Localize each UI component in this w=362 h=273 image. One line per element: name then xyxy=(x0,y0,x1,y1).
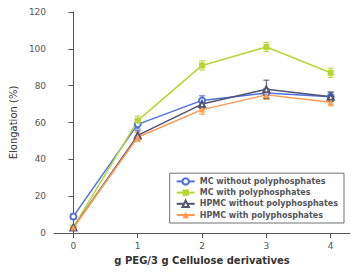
svg-text:120: 120 xyxy=(29,7,46,17)
svg-text:HPMC with polyphosphates: HPMC with polyphosphates xyxy=(200,211,324,220)
svg-text:1: 1 xyxy=(135,241,141,251)
svg-text:40: 40 xyxy=(35,154,47,164)
svg-text:0: 0 xyxy=(40,228,46,238)
svg-text:2: 2 xyxy=(199,241,205,251)
svg-text:HPMC without polyphosphates: HPMC without polyphosphates xyxy=(200,199,339,208)
svg-text:80: 80 xyxy=(35,81,47,91)
svg-text:g PEG/3 g Cellulose derivative: g PEG/3 g Cellulose derivatives xyxy=(114,255,289,266)
svg-text:4: 4 xyxy=(328,241,334,251)
svg-text:MC with polyphosphates: MC with polyphosphates xyxy=(200,188,311,197)
svg-text:20: 20 xyxy=(35,191,47,201)
svg-text:Elongation (%): Elongation (%) xyxy=(8,86,19,160)
svg-text:3: 3 xyxy=(264,241,270,251)
svg-text:100: 100 xyxy=(29,44,46,54)
svg-text:0: 0 xyxy=(71,241,77,251)
svg-text:MC without polyphosphates: MC without polyphosphates xyxy=(200,177,326,186)
svg-text:60: 60 xyxy=(35,118,47,128)
